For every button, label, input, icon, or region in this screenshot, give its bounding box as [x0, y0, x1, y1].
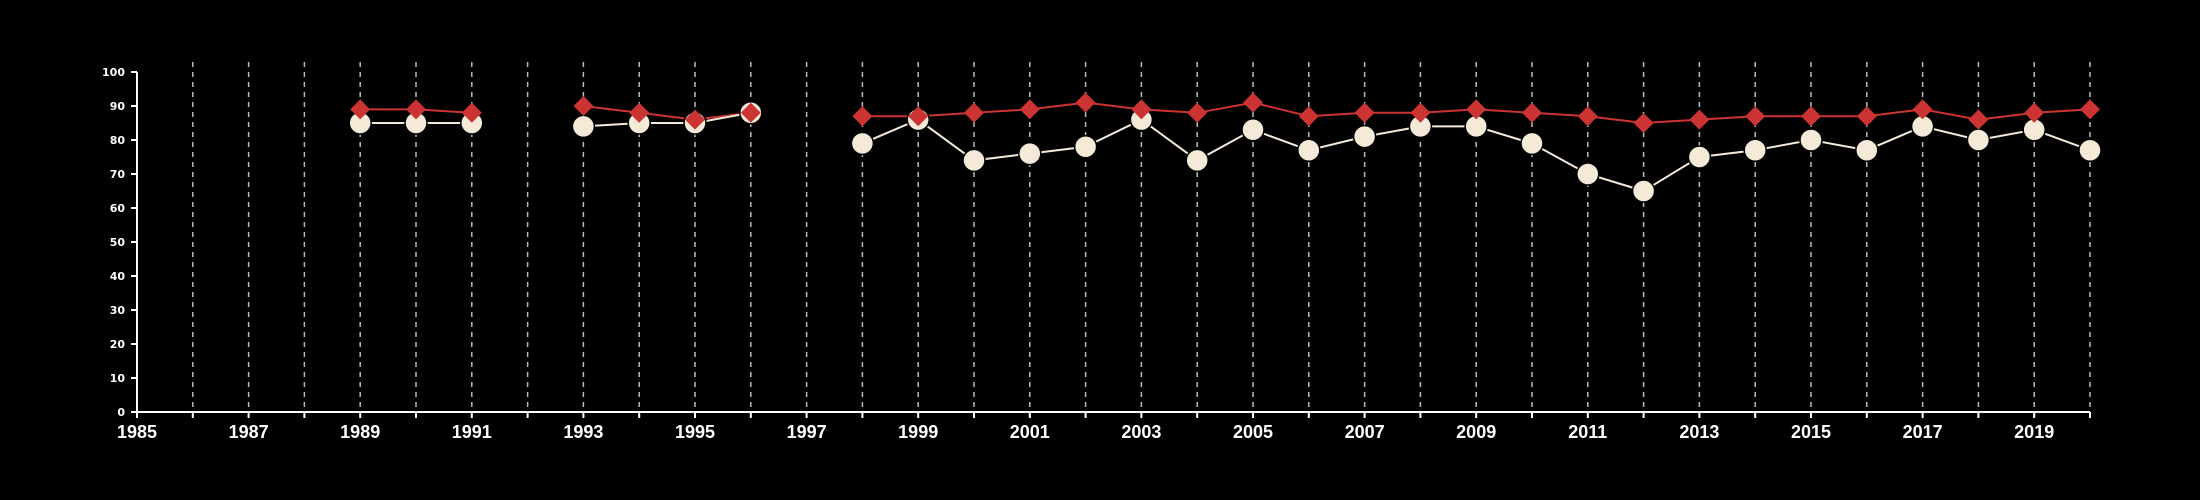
- data-point-circle: [2078, 138, 2102, 162]
- data-point-circle: [1743, 138, 1767, 162]
- data-point-diamond: [629, 102, 650, 123]
- data-point-circle: [1631, 179, 1656, 203]
- data-point-circle: [1352, 124, 1377, 149]
- data-point-diamond: [461, 102, 482, 123]
- data-point-diamond: [1075, 92, 1096, 113]
- series-line: [583, 105, 751, 121]
- data-point-circle: [1185, 148, 1209, 173]
- x-tick-label: 1993: [563, 422, 603, 442]
- y-tick-label: 20: [110, 338, 126, 351]
- x-tick-label: 1987: [229, 422, 269, 442]
- data-point-diamond: [1019, 99, 1040, 120]
- data-point-diamond: [1801, 106, 1821, 127]
- data-point-diamond: [1354, 102, 1375, 123]
- y-tick-label: 90: [110, 100, 126, 113]
- y-tick-label: 50: [110, 236, 126, 249]
- x-tick-label: 2001: [1010, 422, 1050, 442]
- x-tick-label: 2009: [1456, 422, 1496, 442]
- y-tick-label: 60: [110, 202, 126, 215]
- data-point-diamond: [1856, 106, 1877, 127]
- axes: 1985 1987 1989 1991 1993 1995 1997 1999 2001 2003…: [102, 66, 2091, 442]
- data-point-circle: [1018, 141, 1042, 166]
- data-point-diamond: [1689, 109, 1710, 130]
- x-tick-label: 2015: [1791, 422, 1831, 442]
- y-tick-label: 80: [110, 134, 126, 147]
- data-point-circle: [1073, 135, 1098, 159]
- x-tick-label: 2017: [1903, 422, 1943, 442]
- data-point-diamond: [1968, 109, 1989, 130]
- data-point-circle: [1297, 138, 1321, 162]
- y-tick-label: 100: [102, 66, 125, 79]
- x-tick-label: 1991: [452, 422, 492, 442]
- data-point-diamond: [1466, 99, 1487, 120]
- x-tick-label: 2003: [1121, 422, 1161, 442]
- data-point-diamond: [350, 99, 371, 120]
- series-line: [583, 111, 751, 128]
- data-point-diamond: [740, 102, 761, 123]
- series-group: [348, 92, 2102, 203]
- data-point-diamond: [964, 102, 984, 123]
- grid-lines: [192, 62, 2091, 412]
- data-point-circle: [1687, 145, 1712, 169]
- data-point-diamond: [1243, 92, 1263, 113]
- x-tick-label: 2019: [2014, 422, 2054, 442]
- data-point-diamond: [1633, 113, 1654, 133]
- y-tick-label: 30: [110, 304, 126, 317]
- data-point-diamond: [908, 106, 929, 127]
- data-point-diamond: [1298, 106, 1319, 127]
- data-point-diamond: [1410, 102, 1431, 123]
- x-tick-label: 1989: [340, 422, 380, 442]
- data-point-diamond: [1912, 99, 1933, 120]
- data-point-diamond: [1745, 106, 1766, 127]
- data-point-diamond: [1131, 99, 1152, 120]
- data-point-diamond: [2080, 99, 2100, 120]
- y-tick-label: 70: [110, 168, 126, 181]
- data-point-diamond: [406, 99, 426, 120]
- data-point-circle: [962, 148, 986, 173]
- data-point-circle: [1855, 138, 1879, 162]
- data-point-circle: [1241, 118, 1265, 142]
- data-point-diamond: [573, 96, 594, 116]
- x-tick-label: 2013: [1679, 422, 1719, 442]
- y-tick-label: 0: [117, 406, 125, 419]
- y-tick-label: 10: [110, 372, 126, 385]
- data-point-diamond: [1577, 106, 1598, 127]
- data-point-circle: [571, 114, 596, 139]
- data-point-diamond: [1522, 102, 1542, 123]
- data-point-diamond: [852, 106, 873, 127]
- x-tick-label: 2005: [1233, 422, 1273, 442]
- x-tick-label: 1997: [787, 422, 827, 442]
- x-tick-label: 1995: [675, 422, 715, 442]
- y-tick-label: 40: [110, 270, 126, 283]
- x-tick-label: 2011: [1568, 422, 1607, 442]
- data-point-circle: [1966, 128, 1991, 152]
- x-tick-label: 1985: [117, 422, 157, 442]
- data-point-circle: [1520, 131, 1544, 156]
- x-tick-label: 2007: [1345, 422, 1385, 442]
- data-point-circle: [1576, 162, 1600, 186]
- data-point-diamond: [1187, 102, 1208, 123]
- data-point-circle: [850, 131, 875, 156]
- x-tick-label: 1999: [898, 422, 938, 442]
- data-point-circle: [1799, 128, 1823, 152]
- data-point-diamond: [685, 109, 705, 130]
- data-point-diamond: [2024, 102, 2045, 123]
